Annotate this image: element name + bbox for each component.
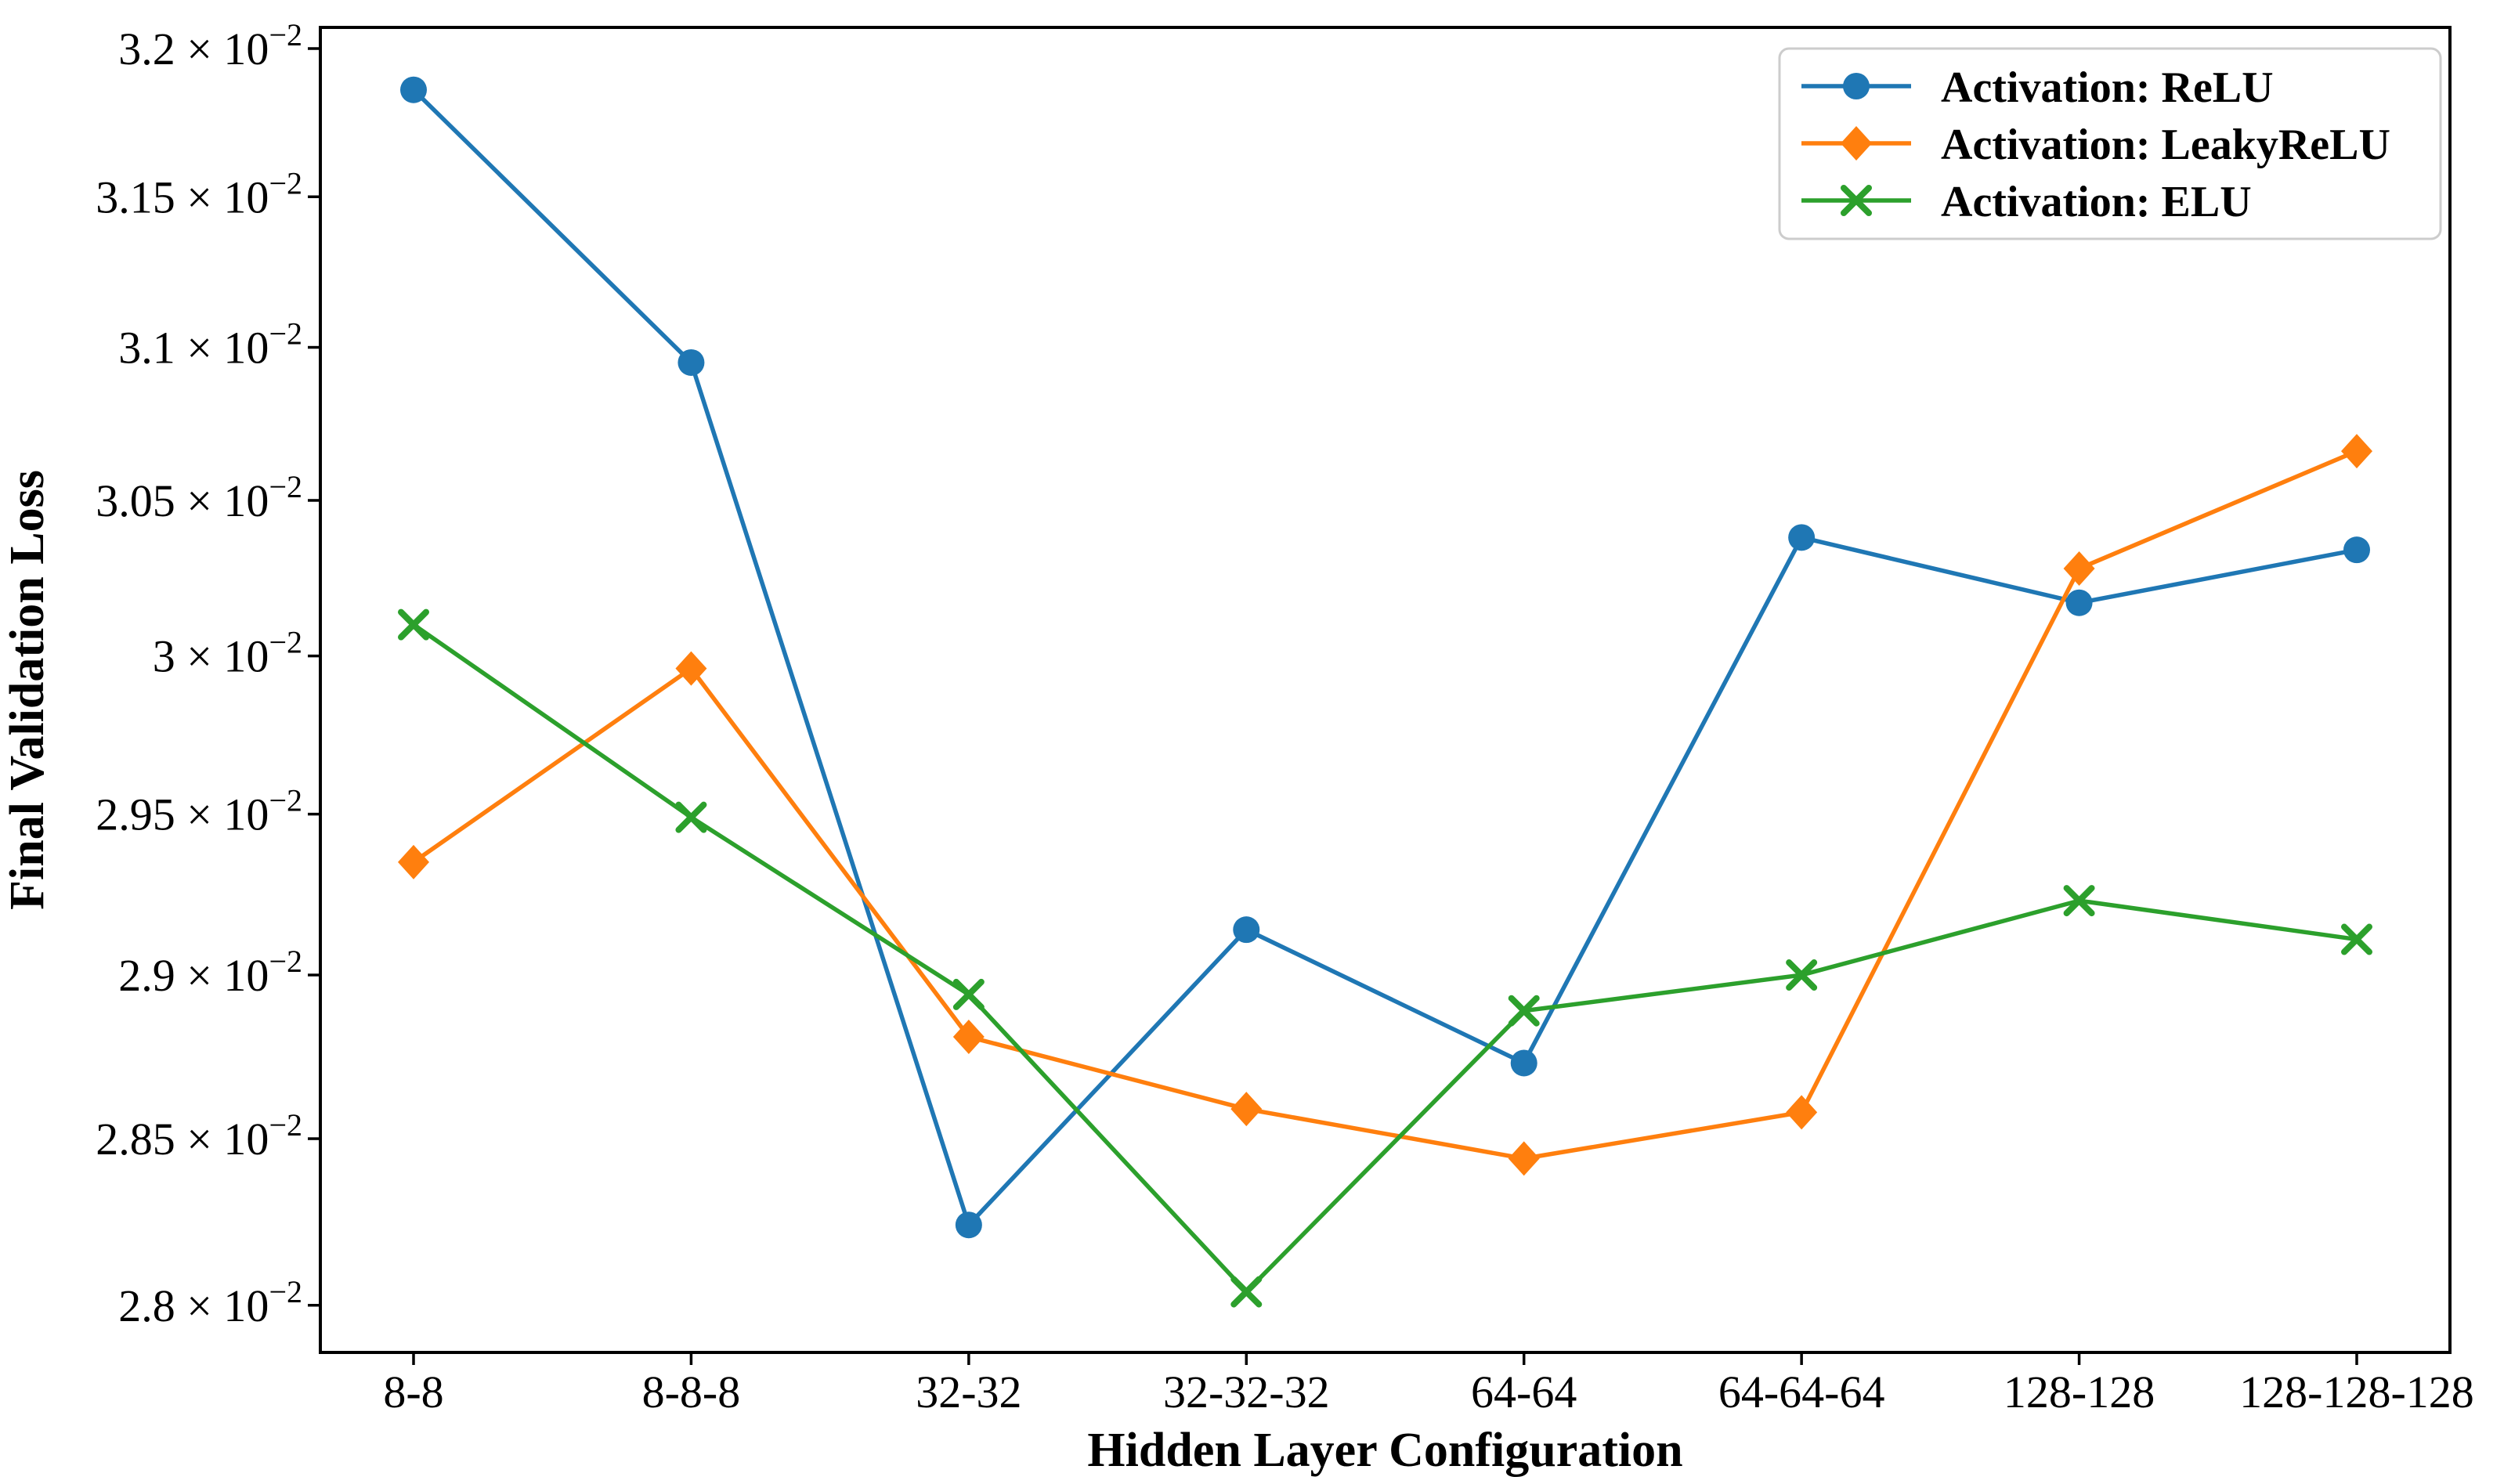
legend-item-label: Activation: ReLU [1941, 63, 2274, 112]
axes-spines [319, 26, 2452, 1354]
data-point-marker [2341, 923, 2372, 955]
y-tick-label: 3 × 10−2 [153, 625, 302, 682]
data-point-marker [1788, 524, 1816, 551]
data-point-marker [952, 1020, 985, 1055]
data-point-marker [1230, 1276, 1263, 1308]
legend-item: Activation: LeakyReLU [1801, 121, 2390, 169]
data-point-marker [1230, 1092, 1263, 1127]
legend-item: Activation: ELU [1801, 178, 2252, 226]
data-point-marker [677, 348, 705, 376]
y-tick-label: 3.05 × 10−2 [96, 469, 302, 526]
data-point-marker [2063, 885, 2095, 917]
data-point-marker [1508, 995, 1540, 1027]
data-point-marker [955, 1211, 982, 1239]
y-axis: 3.2 × 10−2 3.15 × 10−2 3.1 × 10−2 3.05 × 10… [96, 17, 320, 1331]
data-point-marker [1786, 959, 1818, 991]
data-point-marker [675, 801, 707, 833]
x-tick-label: 64-64-64 [1718, 1367, 1885, 1417]
legend-marker-x [1841, 185, 1872, 216]
y-tick-label: 3.15 × 10−2 [96, 165, 302, 222]
series-line-activation-leakyrelu [412, 449, 2358, 1161]
legend-box [1778, 47, 2442, 240]
y-tick-label: 3.2 × 10−2 [118, 17, 302, 74]
x-axis: 8-8 8-8-8 32-32 32-32-32 64-64 64-64-64 128-12… [383, 1352, 2474, 1417]
data-point-marker [2063, 551, 2095, 586]
x-tick-label: 128-128-128 [2239, 1367, 2474, 1417]
x-axis-label: Hidden Layer Configuration [1087, 1424, 1682, 1477]
legend-item-label: Activation: LeakyReLU [1941, 121, 2390, 169]
data-point-marker [2065, 589, 2093, 616]
x-tick-label: 64-64 [1471, 1367, 1577, 1417]
series-activation-leakyrelu [398, 434, 2372, 1176]
legend: Activation: ReLU Activation: LeakyReLU Act… [1778, 47, 2442, 240]
data-point-marker [2343, 536, 2370, 564]
series-activation-elu [398, 608, 2372, 1308]
y-tick-label: 2.9 × 10−2 [118, 944, 302, 1001]
series-activation-relu [400, 76, 2370, 1239]
x-tick-label: 8-8-8 [642, 1367, 741, 1417]
x-tick-label: 8-8 [383, 1367, 443, 1417]
series-line-activation-elu [412, 623, 2358, 1294]
x-tick-label: 32-32-32 [1163, 1367, 1330, 1417]
y-tick-label: 3.1 × 10−2 [118, 316, 302, 374]
data-point-marker [400, 76, 427, 103]
series-line-activation-relu [412, 88, 2358, 1227]
x-tick-label: 128-128 [2004, 1367, 2155, 1417]
data-point-marker [398, 608, 429, 641]
data-point-marker [1508, 1141, 1540, 1176]
legend-item: Activation: ReLU [1801, 63, 2274, 112]
data-point-marker [1786, 1095, 1818, 1130]
data-point-marker [1510, 1049, 1537, 1077]
data-point-marker [952, 978, 985, 1010]
legend-marker-circle [1843, 73, 1870, 99]
legend-item-label: Activation: ELU [1941, 178, 2252, 226]
data-point-marker [675, 651, 707, 686]
y-tick-label: 2.8 × 10−2 [118, 1274, 302, 1331]
y-tick-label: 2.85 × 10−2 [96, 1107, 302, 1164]
data-point-marker [398, 844, 429, 879]
x-tick-label: 32-32 [916, 1367, 1021, 1417]
y-tick-label: 2.95 × 10−2 [96, 783, 302, 840]
data-point-marker [2341, 434, 2372, 469]
legend-marker-diamond [1841, 126, 1872, 161]
data-point-marker [1233, 916, 1260, 944]
y-axis-label: Final Validation Loss [1, 470, 54, 910]
